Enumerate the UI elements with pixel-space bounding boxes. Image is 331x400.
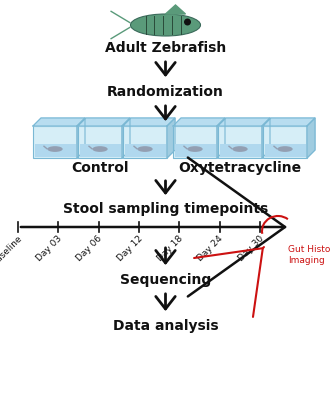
- Polygon shape: [122, 118, 130, 158]
- Text: Sequencing: Sequencing: [120, 273, 211, 287]
- Polygon shape: [123, 118, 175, 126]
- FancyBboxPatch shape: [263, 126, 307, 158]
- Text: Oxytetracycline: Oxytetracycline: [178, 161, 302, 175]
- Ellipse shape: [232, 146, 248, 152]
- Text: Gut Histological
Imaging: Gut Histological Imaging: [288, 245, 331, 265]
- Polygon shape: [273, 146, 277, 149]
- Text: Day 30: Day 30: [236, 234, 265, 263]
- Text: Stool sampling timepoints: Stool sampling timepoints: [63, 202, 268, 216]
- Ellipse shape: [92, 146, 108, 152]
- Text: Day 18: Day 18: [156, 234, 185, 263]
- Text: Day 06: Day 06: [75, 234, 104, 263]
- Polygon shape: [262, 118, 270, 158]
- FancyBboxPatch shape: [264, 144, 306, 156]
- Text: Data analysis: Data analysis: [113, 319, 218, 333]
- Polygon shape: [33, 118, 85, 126]
- Polygon shape: [166, 5, 185, 14]
- Polygon shape: [77, 118, 85, 158]
- Text: Randomization: Randomization: [107, 85, 224, 99]
- Polygon shape: [167, 118, 175, 158]
- Polygon shape: [307, 118, 315, 158]
- Text: Baseline: Baseline: [0, 234, 24, 268]
- Text: Day 12: Day 12: [116, 234, 144, 263]
- FancyBboxPatch shape: [33, 126, 77, 158]
- Polygon shape: [111, 11, 130, 23]
- FancyBboxPatch shape: [174, 144, 215, 156]
- FancyBboxPatch shape: [173, 126, 217, 158]
- Ellipse shape: [187, 146, 203, 152]
- FancyBboxPatch shape: [34, 144, 75, 156]
- Polygon shape: [111, 27, 130, 39]
- Circle shape: [184, 18, 191, 26]
- Ellipse shape: [277, 146, 293, 152]
- FancyBboxPatch shape: [218, 126, 262, 158]
- Polygon shape: [173, 118, 225, 126]
- Ellipse shape: [137, 146, 153, 152]
- FancyBboxPatch shape: [219, 144, 260, 156]
- Polygon shape: [43, 146, 47, 149]
- Polygon shape: [78, 118, 130, 126]
- Text: Day 03: Day 03: [35, 234, 64, 263]
- Polygon shape: [217, 118, 225, 158]
- Text: Adult Zebrafish: Adult Zebrafish: [105, 41, 226, 55]
- Polygon shape: [263, 118, 315, 126]
- Text: Day 24: Day 24: [196, 234, 225, 263]
- Polygon shape: [88, 146, 92, 149]
- FancyBboxPatch shape: [78, 126, 122, 158]
- Ellipse shape: [130, 14, 201, 36]
- FancyBboxPatch shape: [124, 144, 166, 156]
- Polygon shape: [228, 146, 232, 149]
- FancyBboxPatch shape: [79, 144, 120, 156]
- Polygon shape: [218, 118, 270, 126]
- FancyBboxPatch shape: [123, 126, 167, 158]
- Polygon shape: [183, 146, 187, 149]
- Polygon shape: [133, 146, 137, 149]
- Text: Control: Control: [71, 161, 129, 175]
- Ellipse shape: [47, 146, 63, 152]
